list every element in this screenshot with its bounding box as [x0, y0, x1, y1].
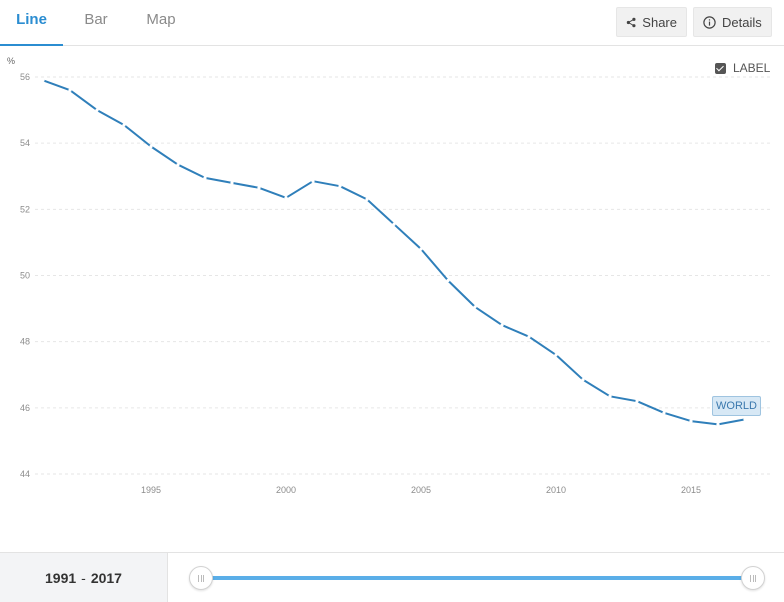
data-point-2003[interactable]: [365, 197, 369, 202]
data-point-2017[interactable]: [743, 417, 747, 422]
range-slider-handle-start[interactable]: [189, 566, 213, 590]
data-point-2000[interactable]: [284, 196, 288, 200]
data-point-1994[interactable]: [122, 123, 126, 127]
tab-map[interactable]: Map: [146, 11, 176, 28]
y-tick-label: 52: [20, 204, 30, 214]
tab-bar[interactable]: Bar: [84, 11, 108, 28]
series-line-world: [42, 79, 746, 426]
details-button[interactable]: Details: [693, 7, 772, 37]
data-point-2016[interactable]: [716, 422, 720, 426]
data-point-2009[interactable]: [527, 335, 531, 339]
data-point-1996[interactable]: [176, 163, 180, 167]
grip-icon: [750, 574, 756, 582]
label-toggle-text: LABEL: [733, 61, 771, 75]
range-separator: -: [81, 570, 86, 586]
data-point-2012[interactable]: [608, 394, 612, 398]
data-point-2002[interactable]: [338, 184, 342, 188]
data-point-2005[interactable]: [419, 247, 423, 251]
data-point-1991[interactable]: [41, 78, 45, 82]
data-point-2001[interactable]: [311, 179, 315, 183]
x-axis-ticks: 1995 2000 2005 2010 2015: [141, 485, 701, 495]
chart-area: % 44 46 48 50 52 54 56 1995 2000 2005 2010 2015 LA…: [0, 47, 784, 552]
range-slider-track[interactable]: [201, 576, 753, 580]
data-point-2006[interactable]: [446, 278, 450, 283]
label-checkbox[interactable]: [715, 62, 726, 74]
grip-icon: [198, 574, 204, 582]
y-tick-label: 48: [20, 337, 30, 347]
data-point-1993[interactable]: [95, 108, 99, 112]
share-label: Share: [642, 14, 677, 30]
y-tick-label: 46: [20, 403, 30, 413]
x-tick-label: 2000: [276, 485, 296, 495]
x-tick-label: 2015: [681, 485, 701, 495]
data-point-2013[interactable]: [635, 399, 639, 403]
y-unit-label: %: [7, 56, 15, 66]
x-tick-label: 2005: [411, 485, 431, 495]
range-slider-handle-end[interactable]: [741, 566, 765, 590]
series-label-world: WORLD: [712, 396, 761, 416]
data-point-2014[interactable]: [662, 411, 666, 415]
range-display: 1991 - 2017: [0, 553, 168, 602]
data-point-1998[interactable]: [230, 181, 234, 185]
data-point-2015[interactable]: [689, 419, 693, 423]
data-point-2011[interactable]: [581, 378, 585, 382]
label-toggle[interactable]: LABEL: [715, 61, 770, 75]
y-axis-ticks: 44 46 48 50 52 54 56: [20, 72, 30, 479]
info-icon: [703, 15, 716, 29]
chart-tabs-bar: Line Bar Map Share Details: [0, 0, 784, 46]
details-label: Details: [722, 14, 762, 30]
gridlines: [35, 76, 772, 475]
data-point-1992[interactable]: [68, 88, 72, 92]
range-selector: 1991 - 2017: [0, 552, 784, 602]
data-point-2010[interactable]: [554, 353, 558, 357]
data-point-1997[interactable]: [203, 176, 207, 180]
data-point-1995[interactable]: [149, 144, 153, 149]
share-icon: [626, 17, 636, 27]
share-button[interactable]: Share: [616, 7, 687, 37]
line-chart: % 44 46 48 50 52 54 56 1995 2000 2005 2010 2015: [7, 56, 772, 495]
y-tick-label: 44: [20, 469, 30, 479]
y-tick-label: 54: [20, 138, 30, 148]
data-point-2007[interactable]: [473, 305, 477, 309]
data-point-1999[interactable]: [257, 186, 261, 190]
y-tick-label: 50: [20, 271, 30, 281]
tab-line[interactable]: Line: [0, 0, 63, 46]
y-tick-label: 56: [20, 72, 30, 82]
series-world: [41, 78, 747, 426]
data-point-2008[interactable]: [500, 323, 504, 327]
range-end: 2017: [90, 570, 122, 586]
x-tick-label: 2010: [546, 485, 566, 495]
range-start: 1991: [45, 570, 77, 586]
data-point-2004[interactable]: [392, 222, 396, 226]
x-tick-label: 1995: [141, 485, 161, 495]
